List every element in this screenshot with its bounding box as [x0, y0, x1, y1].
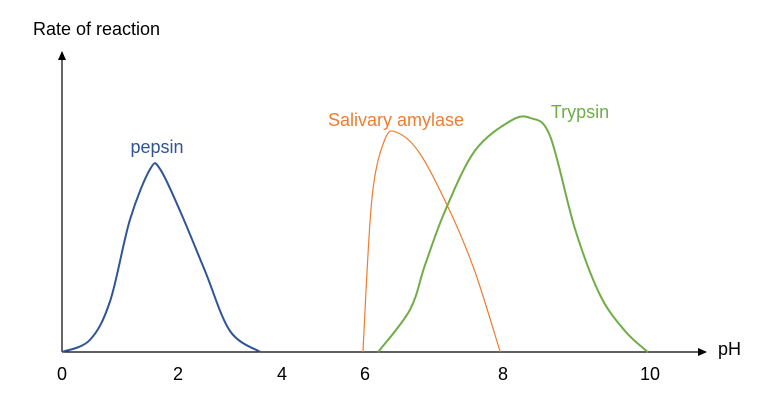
line	[61, 162, 261, 353]
x-tick-label: 8	[498, 364, 508, 384]
x-axis-label: pH	[718, 339, 741, 359]
line	[362, 130, 501, 353]
x-tick-label: 2	[173, 364, 183, 384]
x-tick-label: 0	[57, 364, 67, 384]
y-axis-label: Rate of reaction	[33, 19, 160, 39]
series-label: Salivary amylase	[328, 110, 464, 130]
x-tick-label: 4	[277, 364, 287, 384]
x-tick-label: 10	[640, 364, 660, 384]
series-label: Trypsin	[551, 102, 609, 122]
series-label: pepsin	[130, 137, 183, 157]
x-tick-label: 6	[360, 364, 370, 384]
line	[377, 115, 649, 353]
